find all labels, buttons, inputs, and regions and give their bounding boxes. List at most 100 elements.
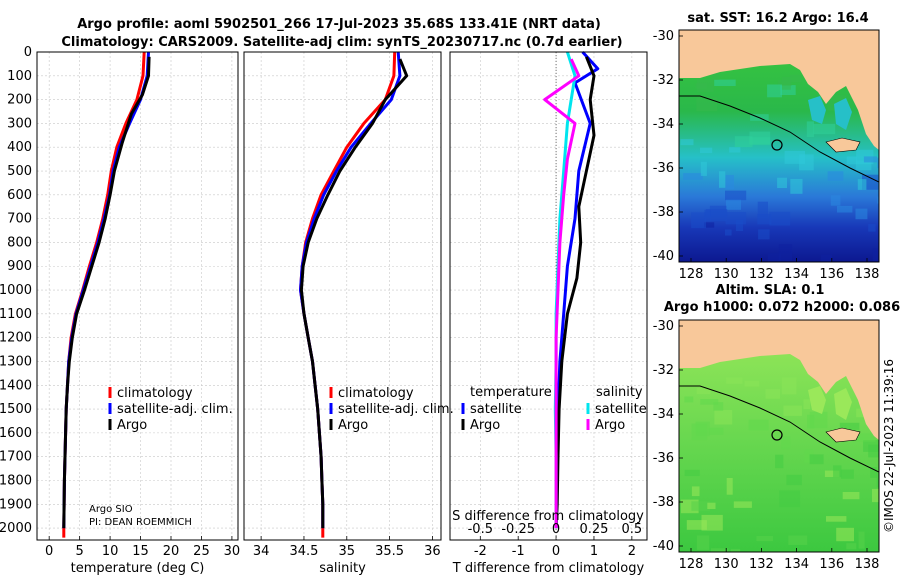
map-cell xyxy=(749,131,771,144)
y-tick-label: 1900 xyxy=(0,497,32,512)
map-cell xyxy=(788,535,808,545)
map-cell xyxy=(789,74,802,83)
map-cell xyxy=(827,171,844,181)
map-cell xyxy=(729,147,741,153)
map-cell xyxy=(813,123,836,135)
x-tick-label: 1 xyxy=(590,544,598,559)
lon-tick-label: 128 xyxy=(679,557,704,572)
y-tick-label: 1000 xyxy=(0,283,32,298)
map-cell xyxy=(872,248,879,261)
map-cell xyxy=(700,161,707,176)
gulf-st-vincent xyxy=(834,98,852,130)
lat-tick-label: -30 xyxy=(653,29,674,44)
map-cell xyxy=(691,212,706,229)
map-cell xyxy=(840,469,854,479)
map-cell xyxy=(726,199,741,210)
series-salinity-argo xyxy=(543,58,581,529)
shelf-contour xyxy=(679,385,879,473)
map-cell xyxy=(725,212,747,225)
difference-legend: temperature satellite Argo salinity sate… xyxy=(461,385,647,433)
lon-tick-label: 132 xyxy=(749,267,774,282)
series-argo xyxy=(299,58,409,529)
map-cell xyxy=(877,157,879,169)
map-cell xyxy=(719,171,726,188)
plot-area xyxy=(450,52,647,540)
lat-tick-label: -38 xyxy=(653,205,674,220)
map-cell xyxy=(696,535,710,550)
kangaroo-island xyxy=(825,137,861,153)
map-cell xyxy=(826,516,847,522)
map-cell xyxy=(744,380,760,387)
lon-tick-label: 130 xyxy=(714,267,739,282)
x-tick-label: 15 xyxy=(132,544,149,559)
float-marker xyxy=(771,139,783,151)
map-cell xyxy=(775,454,784,469)
annotation-argo-sio: Argo SIO xyxy=(89,504,133,515)
map-cell xyxy=(804,449,814,463)
x-tick-label: -1 xyxy=(512,544,525,559)
lat-tick-label: -36 xyxy=(653,451,674,466)
map-cell xyxy=(765,389,780,399)
map-cell xyxy=(781,377,797,395)
map-cell xyxy=(877,196,879,204)
map-cell xyxy=(735,220,744,231)
y-tick-label: 1700 xyxy=(0,450,32,465)
map-cell xyxy=(844,550,860,552)
legend-argo-label: Argo xyxy=(338,418,368,433)
map-cell xyxy=(855,208,868,220)
map-cell xyxy=(803,399,811,410)
map-cell xyxy=(748,419,769,431)
x-tick-label: -2 xyxy=(474,544,487,559)
x-tick-label: 34.5 xyxy=(289,544,318,559)
y-tick-label: 100 xyxy=(7,69,32,84)
map-cell xyxy=(870,467,877,478)
y-tick-label: 1400 xyxy=(0,378,32,393)
legend-temperature-title: temperature xyxy=(470,385,552,400)
plot-frame xyxy=(449,51,648,541)
annotation-pi: PI: DEAN ROEMMICH xyxy=(89,517,192,528)
map-cell xyxy=(726,478,733,495)
y-tick-label: 1300 xyxy=(0,354,32,369)
y-tick-label: 700 xyxy=(7,212,32,227)
legend-salinity-title: salinity xyxy=(596,385,643,400)
map-cell xyxy=(809,411,828,429)
map-cell xyxy=(846,543,857,550)
imos-credit: ©IMOS 22-Jul-2023 11:39:16 xyxy=(882,359,896,533)
map-cell xyxy=(683,173,703,180)
map-cell xyxy=(876,471,879,488)
sla-map-title: Altim. SLA: 0.1 xyxy=(716,283,825,298)
lon-tick-label: 136 xyxy=(819,557,844,572)
land-australia xyxy=(679,320,879,440)
spencer-gulf xyxy=(808,386,826,414)
map-cell xyxy=(696,97,718,112)
map-cell xyxy=(780,85,796,95)
s-tick-label: 0 xyxy=(552,522,560,537)
x-tick-label: 34 xyxy=(253,544,270,559)
map-cell xyxy=(833,465,842,478)
map-cell xyxy=(757,214,772,225)
sst-texture xyxy=(680,70,879,262)
x-axis-label: T difference from climatology xyxy=(452,561,645,576)
map-cell xyxy=(855,433,876,442)
map-cell xyxy=(691,501,710,511)
s-difference-tick-labels: -0.5 -0.25 0 0.25 0.5 xyxy=(468,522,643,537)
temperature-panel: 0 5 10 15 20 25 300100200300400500600700800900… xyxy=(0,45,240,576)
plot-frame xyxy=(36,51,239,541)
x-tick-label: 2 xyxy=(628,544,636,559)
title-line1: Argo profile: aoml 5902501_266 17-Jul-20… xyxy=(77,17,601,32)
x-tick-label: 35.5 xyxy=(375,544,404,559)
map-cell xyxy=(767,84,782,98)
map-cell xyxy=(734,136,753,148)
map-cell xyxy=(809,454,824,465)
s-difference-axis-label: S difference from climatology xyxy=(452,509,644,524)
y-tick-label: 300 xyxy=(7,116,32,131)
map-cell xyxy=(725,229,732,236)
x-tick-label: 30 xyxy=(224,544,241,559)
sla-map-ticks: 128 130 132 134 136 138 -30 -32 -34 -36 -38 -40 xyxy=(653,319,880,572)
y-tick-label: 0 xyxy=(24,45,32,60)
map-cell xyxy=(842,492,860,500)
map-cell xyxy=(701,514,723,531)
legend-climatology-label: climatology xyxy=(117,386,193,401)
map-cell xyxy=(839,422,860,430)
